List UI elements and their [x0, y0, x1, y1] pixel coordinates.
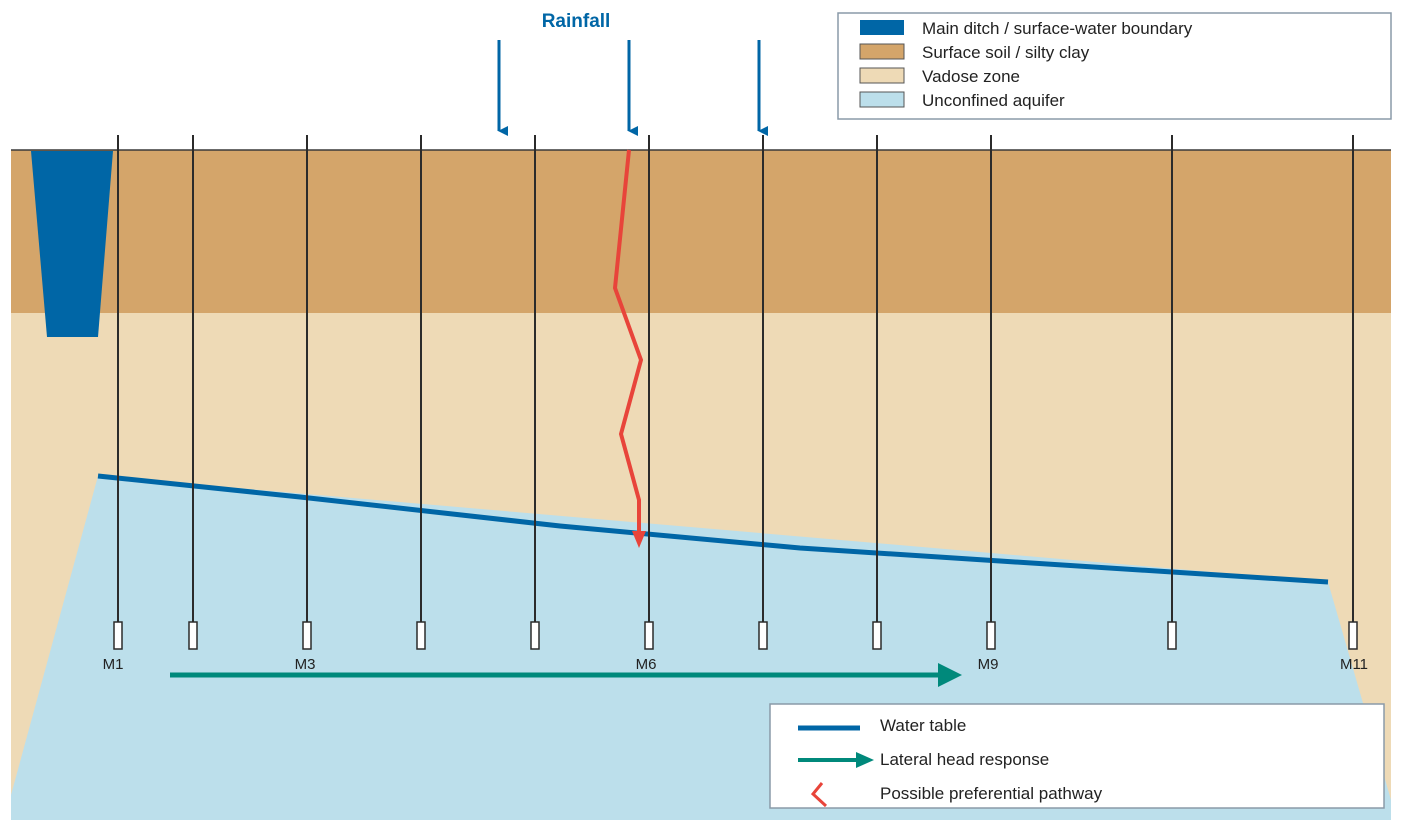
legend-lines: Water table Lateral head response Possib…	[769, 703, 1385, 809]
well-screen	[113, 621, 123, 650]
legend-swatch-aquifer	[859, 91, 905, 108]
surface-soil-layer	[11, 150, 1391, 313]
well-screen	[1348, 621, 1358, 650]
legend-swatch-ditch	[860, 20, 904, 35]
well-labels: M1 M3 M6 M9 M11	[103, 656, 1368, 673]
well-screen	[416, 621, 426, 650]
well-label-m11: M11	[1340, 656, 1368, 673]
lateral-head-arrow-head	[938, 663, 962, 687]
legend-symbol-pathway	[810, 782, 828, 808]
legend-layers: Main ditch / surface-water boundary Surf…	[837, 12, 1392, 120]
well-screen	[986, 621, 996, 650]
well-screen	[872, 621, 882, 650]
well-screen	[530, 621, 540, 650]
well-label-m6: M6	[636, 656, 657, 673]
preferential-pathway	[612, 149, 644, 534]
rainfall-label: Rainfall	[542, 11, 611, 32]
well-screen	[644, 621, 654, 650]
legend-label-ditch: Main ditch / surface-water boundary	[922, 19, 1193, 38]
well-screen	[188, 621, 198, 650]
water-table-line	[97, 473, 1329, 585]
legend-label-aquifer: Unconfined aquifer	[922, 91, 1065, 110]
legend-label-lateral-head: Lateral head response	[880, 750, 1049, 769]
legend-label-pathway: Possible preferential pathway	[880, 784, 1103, 803]
main-ditch	[31, 151, 113, 337]
legend-label-water-table: Water table	[880, 716, 966, 735]
legend-label-surface-soil: Surface soil / silty clay	[922, 43, 1090, 62]
monitoring-wells	[113, 135, 1358, 650]
well-label-m1: M1	[103, 656, 124, 673]
well-label-m9: M9	[978, 656, 999, 673]
legend-lines-frame	[769, 703, 1385, 809]
well-label-m3: M3	[295, 656, 316, 673]
rainfall-arrows	[497, 40, 768, 136]
legend-layers-frame	[837, 12, 1392, 120]
well-screen	[1167, 621, 1177, 650]
preferential-pathway-head	[632, 531, 646, 548]
well-screen	[302, 621, 312, 650]
legend-symbol-lateral-arrow-head	[856, 752, 874, 768]
well-screen	[758, 621, 768, 650]
legend-swatch-vadose	[859, 67, 905, 84]
legend-swatch-surface-soil	[859, 43, 905, 60]
legend-label-vadose: Vadose zone	[922, 67, 1020, 86]
